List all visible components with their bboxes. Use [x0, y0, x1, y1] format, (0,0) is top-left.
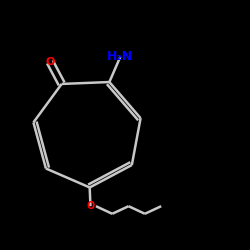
- Text: O: O: [86, 201, 94, 211]
- Text: H₂N: H₂N: [107, 50, 133, 63]
- Text: O: O: [45, 57, 55, 67]
